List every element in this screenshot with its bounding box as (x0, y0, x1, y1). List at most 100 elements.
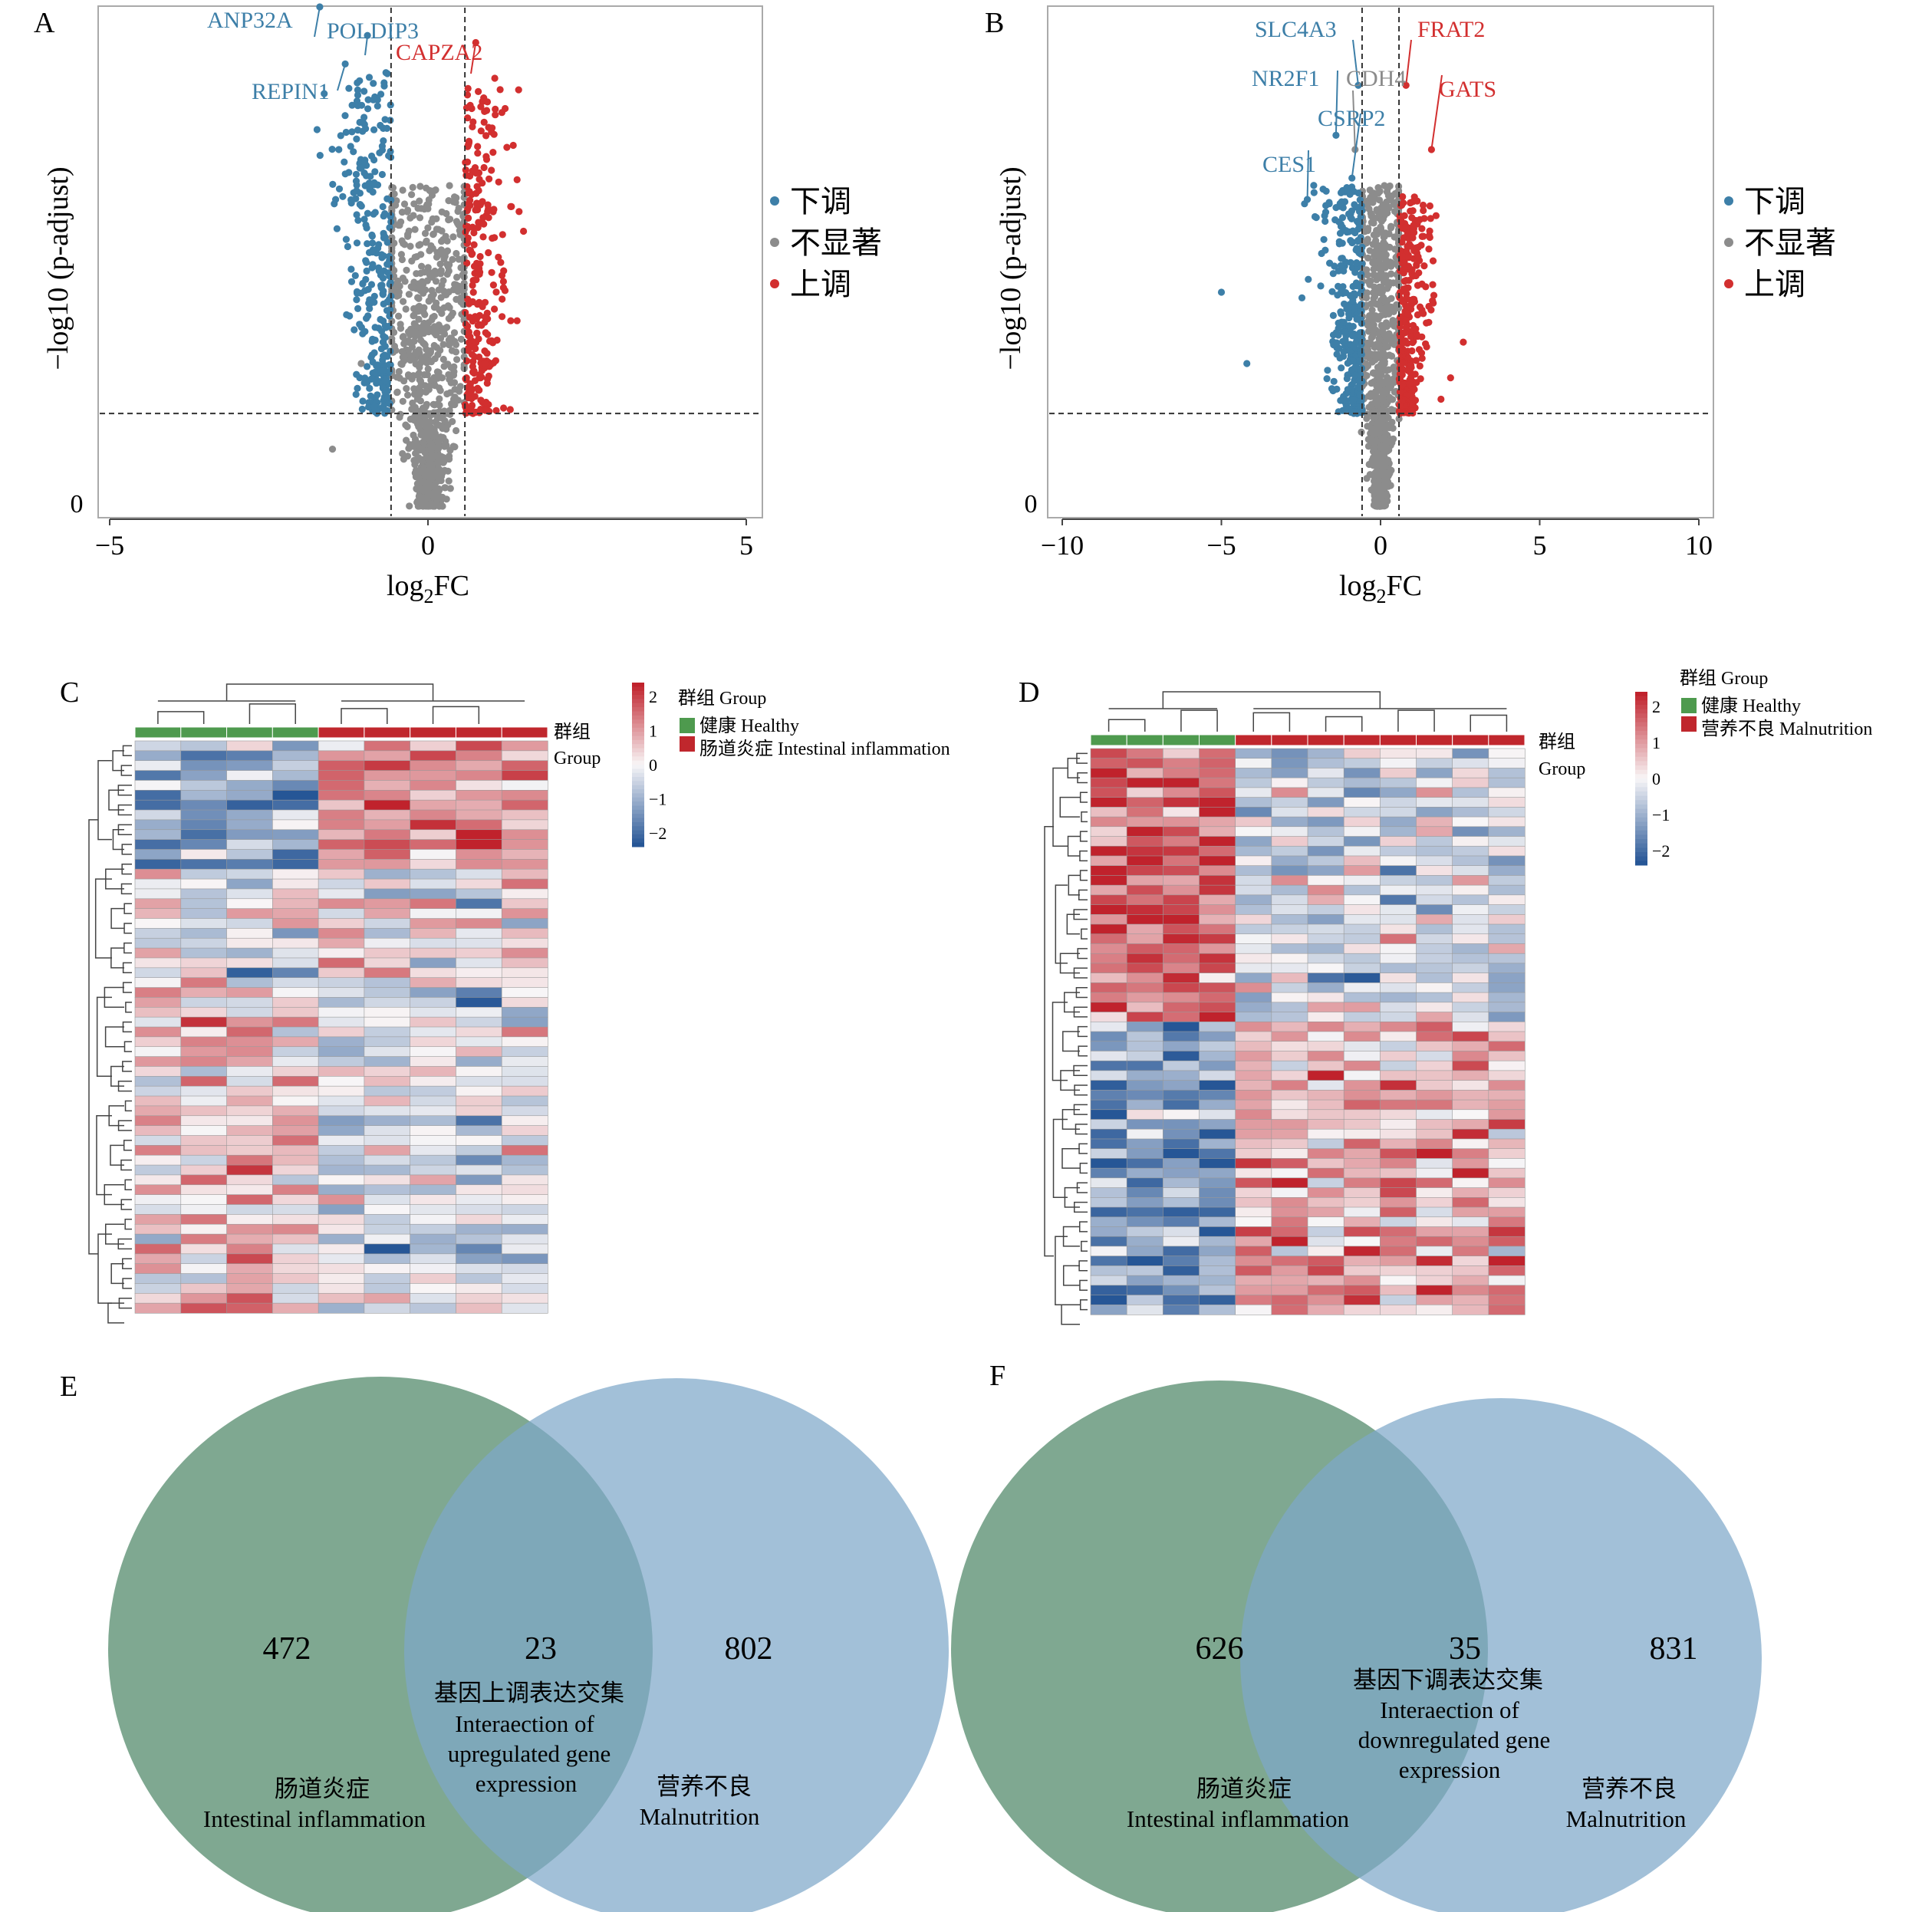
heatmap-cell (410, 1194, 457, 1206)
heatmap-cell (1416, 1090, 1453, 1101)
colorbar-step (1635, 713, 1647, 719)
heatmap-cell (456, 819, 502, 831)
volcano-point (353, 239, 361, 247)
heatmap-cell (1271, 1206, 1308, 1218)
row-dendrogram-branch (123, 923, 132, 934)
volcano-point (434, 350, 442, 358)
heatmap-cell (180, 868, 228, 880)
heatmap-cell (134, 1223, 182, 1235)
volcano-point (485, 248, 492, 257)
colorbar-step (632, 732, 644, 737)
volcano-point (370, 292, 378, 300)
heatmap-cell (1452, 1031, 1489, 1042)
colorbar-step (1635, 847, 1647, 853)
row-dendrogram-branch (112, 750, 124, 772)
row-dendrogram-branch (1079, 831, 1088, 842)
volcano-point (357, 201, 364, 209)
heatmap-cell (1452, 1265, 1489, 1276)
volcano-point (365, 74, 374, 81)
volcano-point (1414, 253, 1422, 261)
volcano-point (1358, 350, 1365, 358)
row-dendrogram-branch (123, 1140, 132, 1151)
heatmap-cell (180, 1085, 228, 1097)
volcano-point (374, 391, 381, 399)
volcano-point (1334, 291, 1341, 299)
heatmap-cell (1416, 894, 1453, 906)
heatmap-cell (1271, 768, 1308, 778)
heatmap-cell (1307, 1226, 1345, 1237)
colorbar-step (1635, 735, 1647, 740)
heatmap-cell (1199, 1021, 1236, 1032)
heatmap-cell (1343, 1109, 1381, 1121)
heatmap-cell (1199, 1099, 1236, 1111)
volcano-point (1395, 415, 1403, 423)
heatmap-d-legend-healthy: 健康 Healthy (1701, 696, 1801, 716)
heatmap-cell (272, 1095, 319, 1107)
heatmap-cell (364, 1125, 411, 1137)
volcano-point (1331, 216, 1339, 224)
heatmap-cell (1163, 777, 1200, 788)
volcano-point (371, 168, 379, 176)
heatmap-c-colorbar: 210−1−2 (632, 683, 666, 847)
heatmap-cell (1199, 1304, 1236, 1315)
volcano-point (465, 331, 472, 340)
heatmap-cell (1235, 1216, 1272, 1228)
colorbar-step (632, 683, 644, 687)
heatmap-cell (180, 1292, 228, 1304)
volcano-point (1369, 462, 1377, 469)
heatmap-cell (1488, 1119, 1526, 1130)
heatmap-cell (1488, 953, 1526, 964)
volcano-point (520, 227, 528, 235)
gene-label-connector (314, 6, 321, 38)
volcano-point (419, 404, 427, 412)
volcano-point (1325, 199, 1333, 206)
volcano-point (1358, 308, 1365, 315)
heatmap-cell (1488, 1002, 1526, 1013)
heatmap-cell (1126, 982, 1163, 993)
heatmap-cell (1090, 1012, 1127, 1022)
heatmap-cell (1235, 982, 1272, 993)
heatmap-cell (1163, 768, 1200, 778)
volcano-point (1355, 208, 1364, 216)
volcano-point (462, 159, 469, 166)
volcano-point (490, 206, 498, 213)
colorbar-step (1635, 722, 1647, 727)
heatmap-cell (1343, 1285, 1381, 1296)
heatmap-cell (272, 1105, 319, 1117)
heatmap-cell (456, 760, 502, 772)
heatmap-cell (1163, 865, 1200, 877)
heatmap-cell (318, 1056, 365, 1068)
volcano-point (403, 266, 410, 274)
heatmap-cell (501, 928, 548, 939)
volcano-point (375, 264, 383, 271)
volcano-point (1367, 300, 1375, 308)
volcano-point (416, 197, 423, 205)
heatmap-cell (180, 799, 228, 811)
heatmap-cell (1126, 1265, 1163, 1276)
volcano-point (443, 209, 450, 218)
volcano-point (420, 329, 428, 337)
heatmap-cell (1235, 1002, 1272, 1013)
heatmap-cell (1380, 1206, 1417, 1218)
volcano-point (415, 280, 423, 288)
volcano-point (420, 339, 427, 347)
heatmap-c-legend-healthy: 健康 Healthy (699, 716, 799, 736)
heatmap-c-legend-title: 群组 Group (678, 688, 766, 709)
heatmap-cell (226, 760, 273, 772)
colorbar-step (1635, 821, 1647, 827)
volcano-point (353, 288, 361, 295)
volcano-point (436, 395, 443, 403)
heatmap-cell (1271, 943, 1308, 954)
heatmap-cell (180, 947, 228, 959)
volcano-point (370, 179, 378, 186)
heatmap-cell (1235, 875, 1272, 886)
heatmap-cell (364, 799, 411, 811)
heatmap-cell (1416, 884, 1453, 896)
heatmap-cell (134, 868, 182, 880)
heatmap-cell (1343, 758, 1381, 769)
heatmap-cell (410, 1204, 457, 1215)
volcano-point (380, 137, 387, 145)
heatmap-cell (1163, 1002, 1200, 1013)
col-dendrogram-branch (1180, 709, 1218, 732)
heatmap-cell (410, 1233, 457, 1245)
